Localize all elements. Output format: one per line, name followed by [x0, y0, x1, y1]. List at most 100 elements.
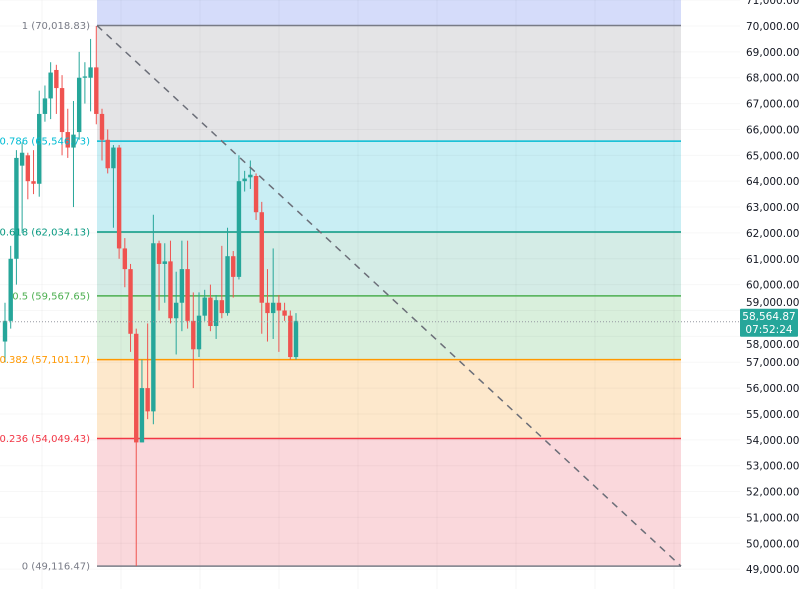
price-tick-label: 52,000.00 — [746, 487, 799, 499]
candle-body — [19, 152, 25, 166]
price-tick-label: 59,000.00 — [746, 297, 799, 309]
candle-body — [196, 315, 202, 350]
price-tick-label: 54,000.00 — [746, 435, 799, 447]
candle-body — [225, 256, 230, 314]
price-tick-label: 60,000.00 — [746, 280, 799, 292]
price-tick-label: 64,000.00 — [746, 176, 799, 188]
fib-trend-line[interactable] — [96, 24, 682, 567]
fib-zone — [97, 232, 681, 296]
candle-body — [116, 147, 122, 249]
current-price-tag: 58,564.87 07:52:24 — [740, 308, 798, 337]
candle-body — [185, 269, 190, 321]
candle-body — [54, 69, 59, 89]
price-tick-label: 66,000.00 — [746, 124, 799, 136]
price-tick-label: 58,000.00 — [746, 339, 799, 351]
candle-body — [48, 72, 53, 99]
price-tick-label: 50,000.00 — [746, 538, 799, 550]
current-price-value: 58,564.87 — [742, 311, 795, 323]
fib-zone — [97, 141, 681, 233]
fib-zone-above — [97, 0, 681, 26]
candle-body — [111, 147, 116, 169]
candle-body — [128, 269, 133, 334]
fib-label: 1 (70,018.83) — [22, 21, 90, 32]
candle-body — [88, 67, 93, 78]
candle-body — [59, 88, 65, 133]
price-tick-label: 67,000.00 — [746, 99, 799, 111]
candle-body — [139, 388, 145, 443]
price-axis[interactable] — [740, 0, 800, 589]
candle-body — [76, 77, 82, 133]
candle-body — [25, 155, 31, 182]
candle-body — [31, 181, 36, 184]
candle-body — [202, 297, 207, 316]
candles — [2, 26, 299, 567]
price-tick-label: 61,000.00 — [746, 254, 799, 266]
candle-body — [231, 256, 236, 277]
candle-body — [134, 333, 139, 443]
price-tick-label: 62,000.00 — [746, 228, 799, 240]
fib-label: 0.5 (59,567.65) — [12, 291, 90, 302]
candle-body — [219, 300, 225, 314]
price-axis-ticks: 71,000.00 70,000.00 69,000.00 68,000.00 67,0… — [746, 0, 799, 576]
candle-body — [105, 139, 110, 169]
candle-body — [71, 134, 76, 148]
price-tick-label: 51,000.00 — [746, 512, 799, 524]
current-price-tag-bg — [740, 308, 798, 337]
candle-body — [288, 315, 293, 358]
candle-body — [168, 261, 173, 319]
candle-body — [156, 243, 162, 264]
price-tick-label: 49,000.00 — [746, 564, 799, 576]
candle-body — [242, 178, 247, 182]
candle-body — [293, 320, 299, 358]
candle-body — [37, 113, 42, 184]
candle-body — [282, 310, 287, 316]
candle-body — [248, 174, 253, 178]
fib-zone — [97, 25, 681, 142]
candle-body — [82, 76, 88, 78]
price-tick-label: 70,000.00 — [746, 21, 799, 33]
candle-body — [99, 113, 105, 140]
fib-label: 0.382 (57,101.17) — [0, 355, 90, 366]
fib-label: 0 (49,116.47) — [22, 562, 90, 573]
price-tick-label: 56,000.00 — [746, 383, 799, 395]
candle-body — [145, 388, 150, 412]
candle-body — [179, 269, 185, 303]
candle-body — [259, 212, 264, 303]
price-tick-label: 63,000.00 — [746, 202, 799, 214]
candle-body — [236, 181, 242, 277]
price-tick-label: 53,000.00 — [746, 461, 799, 473]
candle-body — [122, 248, 128, 270]
price-tick-label: 69,000.00 — [746, 47, 799, 59]
price-tick-label: 65,000.00 — [746, 150, 799, 162]
candle-body — [208, 297, 213, 327]
candle-body — [14, 157, 19, 259]
price-tick-label: 68,000.00 — [746, 73, 799, 85]
candle-body — [270, 302, 276, 314]
fib-label: 0.618 (62,034.13) — [0, 228, 90, 239]
candle-body — [276, 302, 282, 311]
candle-body — [94, 67, 99, 114]
fib-zone — [97, 359, 681, 439]
candle-body — [265, 302, 270, 314]
candle-body — [2, 320, 8, 342]
fib-level-lines[interactable] — [97, 24, 681, 567]
candle-countdown: 07:52:24 — [745, 324, 792, 336]
price-tick-label: 71,000.00 — [746, 0, 799, 7]
candle-body — [173, 302, 179, 319]
candle-body — [213, 300, 219, 327]
fib-zone — [97, 295, 681, 360]
price-tick-label: 55,000.00 — [746, 409, 799, 421]
candle-body — [65, 132, 70, 148]
candle-body — [8, 258, 13, 321]
fib-label: 0.236 (54,049.43) — [0, 434, 90, 445]
price-tick-label: 57,000.00 — [746, 357, 799, 369]
candle-body — [42, 98, 48, 114]
fib-zone — [97, 438, 681, 567]
fib-level-labels: 1 (70,018.83) 0.786 (65,546.73) 0.618 (62,… — [0, 21, 90, 573]
fib-zone-fills — [97, 0, 681, 567]
candle-body — [191, 320, 196, 350]
candle-body — [162, 261, 167, 264]
candle-body — [151, 243, 156, 412]
candle-body — [253, 176, 259, 213]
